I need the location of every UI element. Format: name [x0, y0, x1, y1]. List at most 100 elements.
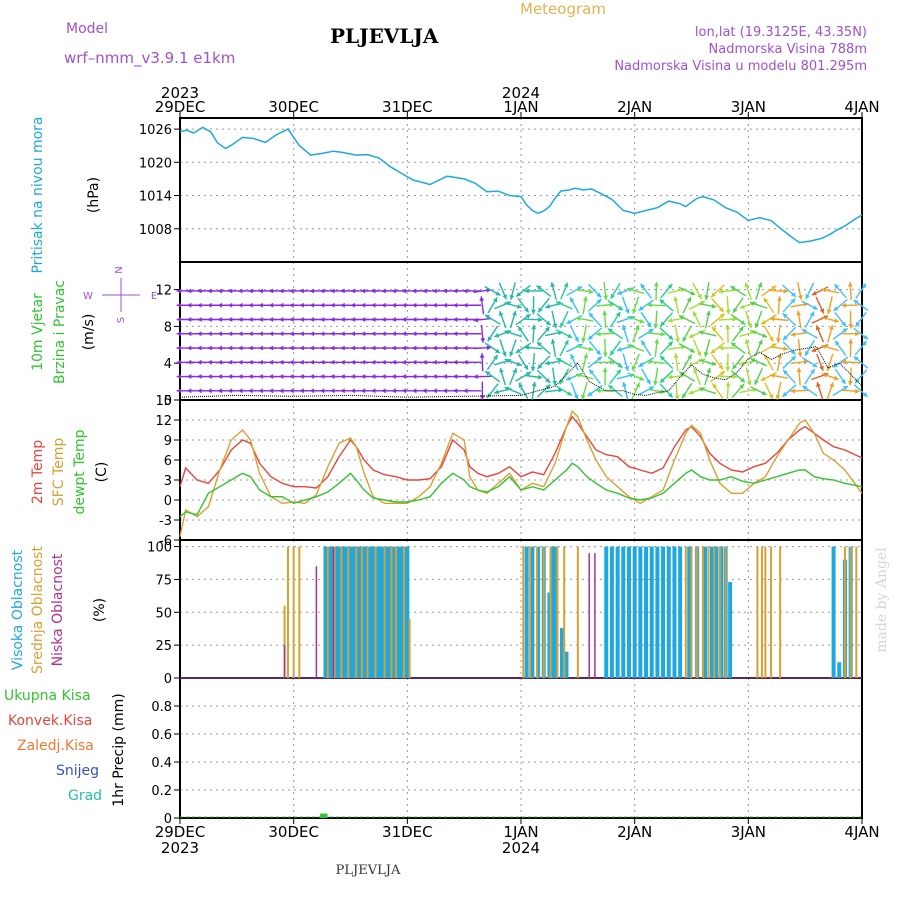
- wind-arrowhead: [744, 282, 750, 288]
- wind-arrowhead: [545, 378, 551, 383]
- high-cloud-bar: [638, 546, 643, 678]
- wind-arrowhead: [526, 371, 532, 377]
- wind-arrowhead: [299, 388, 304, 394]
- wind-arrowhead: [688, 333, 694, 338]
- high-cloud-bar: [649, 546, 654, 678]
- wind-arrowhead: [740, 320, 746, 325]
- wind-arrowhead: [422, 374, 427, 379]
- mid-cloud-bar: [576, 546, 579, 678]
- wind-arrowhead: [350, 331, 355, 337]
- wind-arrowhead: [718, 307, 724, 312]
- low-cloud-label: Niska Oblacnost: [50, 553, 66, 666]
- wind-arrowhead: [855, 388, 860, 394]
- wind-arrowhead: [486, 287, 492, 293]
- wind-arrowhead: [350, 388, 355, 394]
- wind-arrowhead: [761, 333, 767, 338]
- wind-arrowhead: [330, 288, 335, 294]
- wind-arrowhead: [268, 317, 274, 322]
- high-cloud-bar: [709, 546, 714, 678]
- wind-arrowhead: [667, 392, 673, 398]
- wind-arrowhead: [186, 317, 192, 322]
- top-year-label: 2024: [502, 84, 540, 102]
- wind-arrowhead: [442, 317, 448, 322]
- wind-arrowhead: [495, 291, 501, 296]
- wind-arrowhead: [227, 345, 233, 351]
- wind-arrowhead: [577, 286, 583, 291]
- wind-arrowhead: [863, 334, 868, 340]
- high-cloud-bar: [564, 651, 569, 678]
- wind-arrowhead: [567, 333, 573, 338]
- wind-arrowhead: [812, 362, 818, 368]
- compass-e: E: [151, 291, 157, 302]
- wind-arrowhead: [700, 301, 706, 306]
- wind-arrowhead: [504, 330, 510, 335]
- wind-arrowhead: [340, 388, 345, 394]
- wind-arrowhead: [840, 379, 846, 385]
- y-tick-label: -6: [159, 534, 172, 549]
- y-tick-label: 0: [164, 672, 172, 687]
- wind-arrowhead: [602, 310, 608, 316]
- mid-cloud-bar: [390, 546, 393, 678]
- wind-arrowhead: [616, 347, 622, 352]
- wind-arrowhead: [653, 380, 658, 386]
- wind-arrowhead: [771, 343, 777, 348]
- mid-cloud-bar: [360, 546, 363, 678]
- wind-arrowhead: [589, 369, 594, 375]
- wind-arrowhead: [319, 331, 325, 337]
- wind-arrowhead: [531, 324, 537, 330]
- mid-cloud-bar: [701, 546, 704, 678]
- wind-arrowhead: [360, 302, 366, 308]
- wind-arrowhead: [238, 288, 243, 294]
- wind-unit: (m/s): [81, 314, 97, 351]
- wind-arrowhead: [197, 374, 202, 379]
- wind-arrowhead: [350, 345, 355, 351]
- wind-arrowhead: [319, 374, 325, 379]
- wind-arrowhead: [711, 292, 716, 298]
- wind-arrowhead: [350, 317, 355, 322]
- wind-arrowhead: [258, 331, 263, 337]
- wind-arrowhead: [258, 359, 263, 365]
- wind-arrowhead: [835, 340, 840, 346]
- wind-arrowhead: [278, 388, 284, 394]
- high-cloud-bar: [626, 546, 631, 678]
- mid-cloud-bar: [286, 546, 289, 678]
- y-tick-label: 1008: [139, 223, 172, 238]
- high-cloud-bar: [644, 546, 649, 678]
- wind-arrowhead: [381, 388, 386, 394]
- high-cloud-bar: [559, 628, 564, 678]
- y-tick-label: 12: [155, 284, 172, 299]
- wind-arrowhead: [197, 359, 202, 365]
- wind-arrowhead: [627, 344, 633, 349]
- mid-cloud-bar: [383, 546, 386, 678]
- wind-arrowhead: [635, 325, 640, 331]
- wind-arrowhead: [463, 331, 468, 337]
- mid-cloud-bar: [394, 546, 397, 678]
- wind-arrowhead: [391, 359, 396, 365]
- high-cloud-bar: [554, 546, 559, 678]
- mid-cloud-bar: [283, 605, 286, 678]
- wind-arrowhead: [309, 302, 315, 308]
- wind-arrowhead: [371, 331, 376, 337]
- top-day-label: 1JAN: [503, 98, 538, 116]
- high-cloud-bar: [547, 592, 552, 678]
- wind-arrowhead: [516, 361, 522, 367]
- pressure-unit: (hPa): [86, 177, 102, 213]
- wind-arrowhead: [515, 348, 521, 353]
- wind-arrowhead: [834, 318, 839, 323]
- wind-arrowhead: [674, 395, 680, 400]
- wind-arrowhead: [516, 304, 522, 309]
- mid-cloud-label: Srednja Oblacnost: [30, 546, 46, 674]
- wind-arrowhead: [810, 369, 815, 374]
- wind-arrowhead: [790, 298, 796, 304]
- top-year-label: 2023: [161, 84, 199, 102]
- wind-arrowhead: [391, 374, 396, 379]
- wind-arrowhead: [842, 385, 848, 391]
- wind-arrowhead: [573, 394, 579, 400]
- wind-arrowhead: [289, 345, 294, 351]
- wind-arrowhead: [680, 344, 686, 350]
- wind-arrowhead: [330, 302, 335, 308]
- wind-arrowhead: [350, 359, 355, 365]
- precip-legend-graupel: Grad: [68, 788, 102, 804]
- wind-arrowhead: [861, 283, 866, 289]
- high-cloud-bar: [672, 546, 677, 678]
